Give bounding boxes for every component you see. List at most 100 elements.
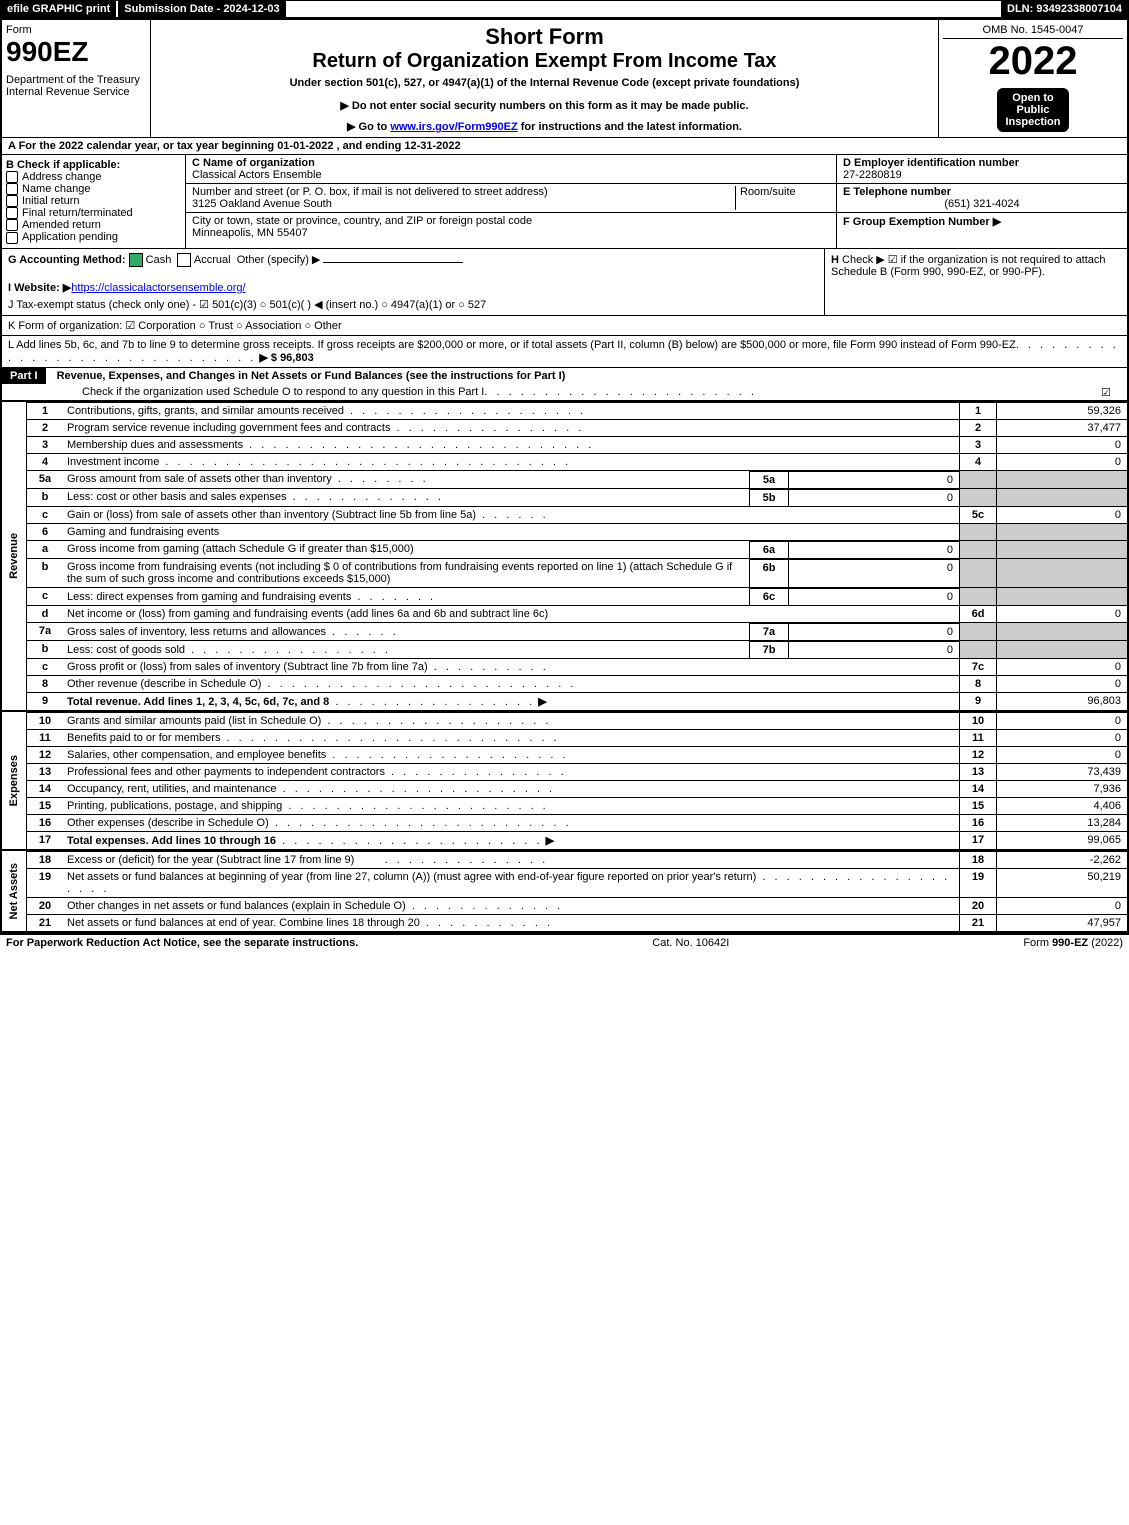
line-6d: dNet income or (loss) from gaming and fu… [27, 606, 1127, 623]
expenses-section: Expenses 10Grants and similar amounts pa… [2, 710, 1127, 849]
form-title-block: Short Form Return of Organization Exempt… [151, 20, 939, 137]
d-label: D Employer identification number [843, 157, 1121, 169]
part1-title: Revenue, Expenses, and Changes in Net As… [49, 370, 566, 382]
line-6b: bGross income from fundraising events (n… [27, 558, 1127, 588]
form-right-block: OMB No. 1545-0047 2022 Open to Public In… [939, 20, 1127, 137]
b-item[interactable]: Final return/terminated [6, 207, 181, 219]
line-8: 8Other revenue (describe in Schedule O) … [27, 676, 1127, 693]
open1: Open to [1005, 92, 1060, 104]
title-short: Short Form [155, 24, 934, 50]
open3: Inspection [1005, 116, 1060, 128]
goto-pre: ▶ Go to [347, 121, 390, 133]
netassets-section: Net Assets 18Excess or (deficit) for the… [2, 849, 1127, 931]
org-city: Minneapolis, MN 55407 [192, 227, 830, 239]
line-1: 1Contributions, gifts, grants, and simil… [27, 402, 1127, 419]
line-21: 21Net assets or fund balances at end of … [27, 915, 1127, 932]
goto-post: for instructions and the latest informat… [518, 121, 742, 133]
e-label: E Telephone number [843, 186, 1121, 198]
section-h: H Check ▶ ☑ if the organization is not r… [824, 249, 1127, 315]
c-addr-label: Number and street (or P. O. box, if mail… [192, 186, 735, 198]
form-word: Form [6, 24, 146, 36]
line-5a: 5aGross amount from sale of assets other… [27, 470, 1127, 488]
room-suite-label: Room/suite [735, 186, 830, 210]
b-item[interactable]: Address change [6, 171, 181, 183]
line-15: 15Printing, publications, postage, and s… [27, 798, 1127, 815]
c-name-label: C Name of organization [192, 157, 830, 169]
form-main: Form 990EZ Department of the Treasury In… [0, 18, 1129, 933]
line-13: 13Professional fees and other payments t… [27, 764, 1127, 781]
revenue-table: 1Contributions, gifts, grants, and simil… [27, 402, 1127, 711]
open-to-public: Open to Public Inspection [997, 88, 1068, 132]
b-item-label: Application pending [22, 231, 118, 243]
h-label: H [831, 254, 839, 266]
subtitle: Under section 501(c), 527, or 4947(a)(1)… [155, 77, 934, 89]
section-c: C Name of organization Classical Actors … [186, 155, 836, 248]
part1-checkbox[interactable]: ☑ [1101, 386, 1121, 399]
j-line: J Tax-exempt status (check only one) - ☑… [8, 298, 818, 311]
g-accrual: Accrual [194, 254, 231, 266]
dln: DLN: 93492338007104 [1001, 1, 1128, 17]
expenses-table: 10Grants and similar amounts paid (list … [27, 712, 1127, 849]
revenue-section: Revenue 1Contributions, gifts, grants, a… [2, 400, 1127, 711]
website-link[interactable]: https://classicalactorsensemble.org/ [71, 282, 245, 294]
section-k: K Form of organization: ☑ Corporation ○ … [2, 315, 1127, 335]
b-item[interactable]: Name change [6, 183, 181, 195]
revenue-vlabel: Revenue [2, 402, 27, 711]
top-bar: efile GRAPHIC print Submission Date - 20… [0, 0, 1129, 18]
line-7b: bLess: cost of goods sold . . . . . . . … [27, 641, 1127, 659]
org-address: 3125 Oakland Avenue South [192, 198, 735, 210]
g-other-input[interactable] [323, 262, 463, 263]
f-label: F Group Exemption Number ▶ [843, 215, 1121, 228]
l-text: L Add lines 5b, 6c, and 7b to line 9 to … [8, 339, 1016, 351]
h-text: Check ▶ ☑ if the organization is not req… [831, 254, 1106, 278]
line-14: 14Occupancy, rent, utilities, and mainte… [27, 781, 1127, 798]
ssn-warning: ▶ Do not enter social security numbers o… [155, 99, 934, 112]
efile-label[interactable]: efile GRAPHIC print [1, 1, 116, 17]
line-9: 9Total revenue. Add lines 1, 2, 3, 4, 5c… [27, 693, 1127, 711]
accrual-checkbox[interactable] [177, 253, 191, 267]
irs-link[interactable]: www.irs.gov/Form990EZ [390, 121, 517, 133]
g-other: Other (specify) ▶ [237, 254, 321, 266]
line-6: 6Gaming and fundraising events [27, 523, 1127, 540]
section-g: G Accounting Method: Cash Accrual Other … [2, 249, 824, 315]
tax-year: 2022 [943, 39, 1123, 84]
b-item-label: Amended return [22, 219, 101, 231]
part1-label: Part I [2, 368, 46, 384]
line-2: 2Program service revenue including gover… [27, 419, 1127, 436]
l-amount: ▶ $ 96,803 [259, 352, 313, 364]
line-20: 20Other changes in net assets or fund ba… [27, 898, 1127, 915]
g-cash: Cash [146, 254, 172, 266]
cash-checkbox[interactable] [129, 253, 143, 267]
line-16: 16Other expenses (describe in Schedule O… [27, 815, 1127, 832]
line-7c: cGross profit or (loss) from sales of in… [27, 659, 1127, 676]
footer-mid: Cat. No. 10642I [652, 937, 729, 949]
ein: 27-2280819 [843, 169, 1121, 181]
b-item-label: Initial return [22, 195, 79, 207]
b-item-label: Final return/terminated [22, 207, 133, 219]
section-a: A For the 2022 calendar year, or tax yea… [2, 137, 1127, 154]
line-3: 3Membership dues and assessments . . . .… [27, 436, 1127, 453]
form-header: Form 990EZ Department of the Treasury In… [2, 20, 1127, 137]
section-bcdef: B Check if applicable: Address change Na… [2, 154, 1127, 248]
line-5c: cGain or (loss) from sale of assets othe… [27, 506, 1127, 523]
footer-left: For Paperwork Reduction Act Notice, see … [6, 937, 358, 949]
section-l: L Add lines 5b, 6c, and 7b to line 9 to … [2, 335, 1127, 367]
dept-line2: Internal Revenue Service [6, 86, 146, 98]
netassets-table: 18Excess or (deficit) for the year (Subt… [27, 851, 1127, 931]
c-city-label: City or town, state or province, country… [192, 215, 830, 227]
expenses-vlabel: Expenses [2, 712, 27, 849]
g-label: G Accounting Method: [8, 254, 126, 266]
line-6a: aGross income from gaming (attach Schedu… [27, 540, 1127, 558]
line-17: 17Total expenses. Add lines 10 through 1… [27, 832, 1127, 850]
b-label: B Check if applicable: [6, 159, 181, 171]
dots: . . . . . . . . . . . . . . . . . . . . … [484, 386, 757, 398]
b-item[interactable]: Initial return [6, 195, 181, 207]
omb: OMB No. 1545-0047 [943, 24, 1123, 39]
b-item[interactable]: Amended return [6, 219, 181, 231]
netassets-vlabel: Net Assets [2, 851, 27, 931]
b-item-label: Name change [22, 183, 91, 195]
b-item-label: Address change [22, 171, 102, 183]
b-item[interactable]: Application pending [6, 231, 181, 243]
line-6c: cLess: direct expenses from gaming and f… [27, 588, 1127, 606]
part1-check-text: Check if the organization used Schedule … [82, 386, 484, 398]
